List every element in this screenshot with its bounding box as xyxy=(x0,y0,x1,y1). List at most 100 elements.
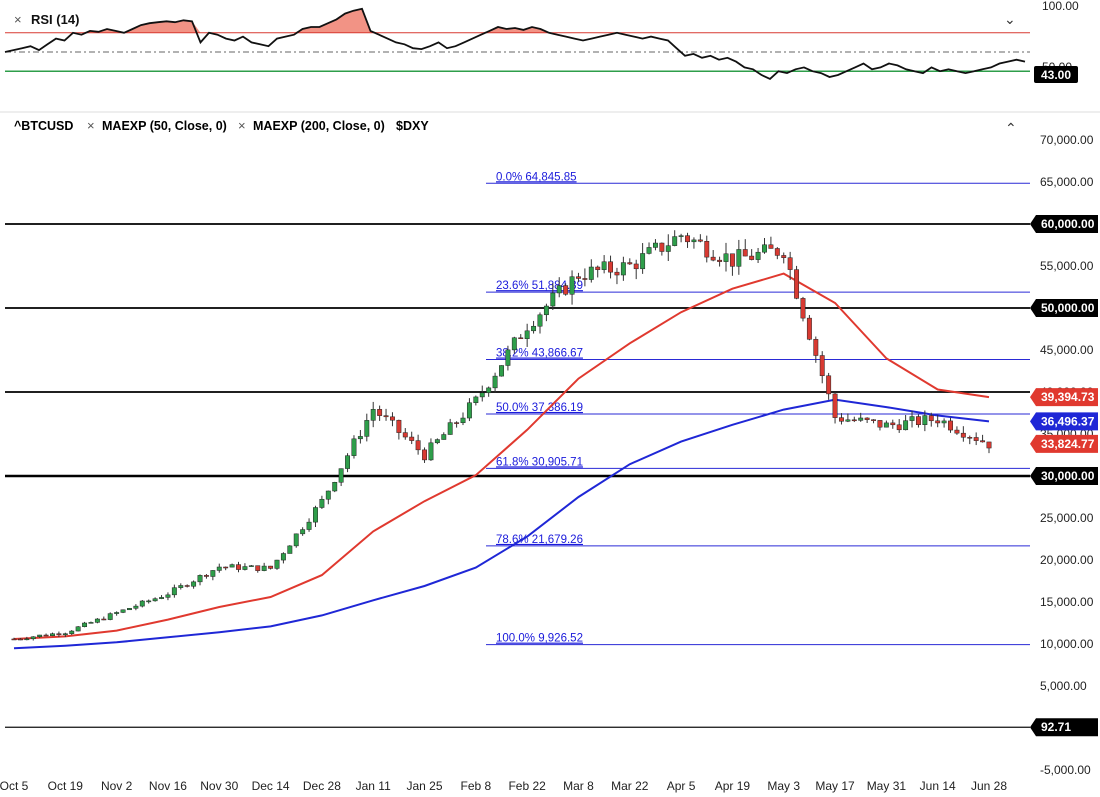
candle-body xyxy=(543,305,549,316)
level-badge xyxy=(1030,434,1098,453)
candle-body xyxy=(935,420,941,424)
candle-body xyxy=(409,436,415,441)
candle-body xyxy=(787,257,793,270)
candle-body xyxy=(890,422,896,426)
candle-body xyxy=(601,261,607,270)
candle-body xyxy=(762,244,767,253)
legend-item-btcusd[interactable]: ^BTCUSD xyxy=(14,119,73,133)
candle-body xyxy=(101,618,107,621)
rsi-overbought-fill xyxy=(5,8,1025,33)
fib-level-label: 78.6% 21,679.26 xyxy=(496,534,583,546)
candle-body xyxy=(114,612,120,614)
x-axis-label: Mar 22 xyxy=(611,779,649,793)
candle-body xyxy=(75,626,81,632)
level-badge xyxy=(1030,412,1098,431)
rsi-current-value: 43.00 xyxy=(1041,68,1071,82)
legend-close-icon-ma200[interactable]: × xyxy=(238,118,246,133)
candle-body xyxy=(595,266,601,270)
candle-body xyxy=(364,420,370,437)
candle-body xyxy=(967,437,973,439)
candle-body xyxy=(56,633,62,636)
candle-body xyxy=(505,349,511,366)
candle-body xyxy=(178,585,184,588)
candle-body xyxy=(678,235,684,237)
level-badge xyxy=(1030,388,1098,407)
candle-body xyxy=(171,587,177,596)
candle-body xyxy=(550,292,556,307)
fib-level-label: 38.2% 43,866.67 xyxy=(496,348,583,360)
candle-body xyxy=(620,262,626,276)
candle-body xyxy=(313,507,318,523)
candle-body xyxy=(473,396,479,403)
legend-item-dxy[interactable]: $DXY xyxy=(396,119,429,133)
candle-body xyxy=(813,339,819,356)
candle-body xyxy=(37,634,43,638)
y-axis-label: 65,000.00 xyxy=(1040,175,1094,189)
candle-body xyxy=(261,565,267,571)
candle-body xyxy=(499,365,504,377)
candle-body xyxy=(858,417,864,421)
candle-body xyxy=(980,440,986,443)
y-axis-label: 55,000.00 xyxy=(1040,259,1094,273)
candle-body xyxy=(832,393,838,418)
candle-body xyxy=(223,566,229,569)
candle-body xyxy=(94,618,100,623)
rsi-collapse-icon[interactable]: ⌄ xyxy=(1004,11,1016,27)
candle-body xyxy=(723,253,729,262)
candle-body xyxy=(774,248,780,256)
x-axis-label: Feb 8 xyxy=(460,779,491,793)
ma50-line xyxy=(13,272,990,640)
candle-body xyxy=(646,247,652,254)
x-axis-label: Feb 22 xyxy=(508,779,546,793)
level-badge-label: 60,000.00 xyxy=(1041,217,1095,231)
candle-body xyxy=(845,419,851,422)
price-collapse-icon[interactable]: ⌃ xyxy=(1005,120,1017,136)
level-badge-label: 36,496.37 xyxy=(1041,414,1095,428)
candle-body xyxy=(24,638,30,641)
candle-body xyxy=(422,449,427,461)
candle-body xyxy=(306,521,312,530)
candle-body xyxy=(229,564,235,568)
legend-close-icon-ma50[interactable]: × xyxy=(87,118,95,133)
candle-body xyxy=(210,570,216,577)
candle-body xyxy=(146,600,152,603)
rsi-panel[interactable]: × RSI (14) ⌄ 100.00 50.00 43.00 xyxy=(4,0,1079,83)
candle-body xyxy=(800,298,806,319)
rsi-close-icon[interactable]: × xyxy=(14,12,22,27)
candle-body xyxy=(268,565,274,569)
candle-body xyxy=(428,442,434,461)
legend-item-ma200[interactable]: MAEXP (200, Close, 0) xyxy=(253,119,385,133)
candle-body xyxy=(184,585,190,587)
candle-body xyxy=(582,278,588,280)
candle-body xyxy=(729,253,735,267)
price-panel[interactable]: ^BTCUSD × MAEXP (50, Close, 0) × MAEXP (… xyxy=(0,111,1100,793)
x-axis-label: Jan 25 xyxy=(407,779,443,793)
candle-body xyxy=(415,440,421,451)
candle-body xyxy=(338,468,344,483)
rsi-axis-label-top: 100.00 xyxy=(1042,0,1079,13)
candle-body xyxy=(216,566,222,571)
candle-body xyxy=(704,241,710,258)
candle-body xyxy=(909,416,915,421)
candle-body xyxy=(864,417,870,420)
legend-item-ma50[interactable]: MAEXP (50, Close, 0) xyxy=(102,119,227,133)
candle-body xyxy=(434,439,440,444)
x-axis-label: Mar 8 xyxy=(563,779,594,793)
ma200-line xyxy=(13,398,990,650)
x-axis-label: Nov 2 xyxy=(101,779,133,793)
candle-body xyxy=(608,261,613,273)
candle-body xyxy=(454,422,460,424)
candle-body xyxy=(851,419,857,422)
candle-body xyxy=(986,441,992,449)
candle-body xyxy=(120,609,126,613)
level-badge-label: 30,000.00 xyxy=(1041,469,1095,483)
x-axis-label: May 17 xyxy=(815,779,855,793)
x-axis-label: Apr 19 xyxy=(715,779,751,793)
candle-body xyxy=(576,276,581,279)
candle-body xyxy=(973,437,979,441)
candle-body xyxy=(871,419,876,421)
candle-body xyxy=(928,415,934,422)
candle-body xyxy=(62,633,68,636)
candle-body xyxy=(377,409,383,416)
